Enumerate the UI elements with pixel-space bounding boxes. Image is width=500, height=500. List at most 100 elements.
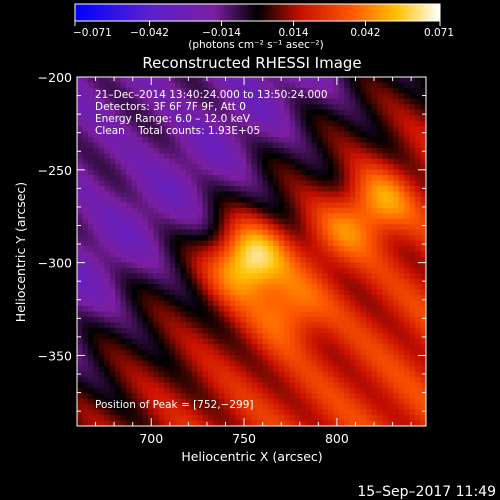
heatmap-cell [164,289,171,296]
heatmap-cell [77,120,83,127]
heatmap-cell [284,77,291,83]
heatmap-cell [131,87,138,94]
heatmap-cell [333,289,340,296]
heatmap-cell [382,164,389,171]
heatmap-cell [202,382,209,389]
heatmap-cell [256,142,263,149]
heatmap-cell [196,360,203,367]
heatmap-cell [126,126,132,132]
heatmap-cell [77,251,83,258]
heatmap-cell [256,202,263,209]
heatmap-cell [131,316,138,323]
heatmap-cell [415,273,421,280]
heatmap-cell [382,196,389,203]
heatmap-cell [175,235,182,241]
heatmap-cell [142,306,149,312]
heatmap-cell [289,295,296,301]
heatmap-cell [338,360,345,367]
heatmap-cell [338,229,345,236]
heatmap-cell [344,169,351,176]
heatmap-cell [382,404,389,411]
heatmap-cell [126,382,132,389]
heatmap-cell [142,316,149,323]
heatmap-cell [306,420,312,426]
heatmap-cell [316,360,323,367]
heatmap-cell [246,327,252,334]
heatmap-cell [169,316,176,323]
heatmap-cell [191,235,198,241]
heatmap-cell [306,267,312,274]
heatmap-cell [278,355,285,361]
heatmap-cell [366,322,372,329]
heatmap-cell [267,164,274,171]
heatmap-cell [344,295,351,301]
heatmap-cell [338,104,345,111]
heatmap-cell [398,273,405,280]
heatmap-cell [278,273,285,280]
heatmap-cell [284,387,291,394]
heatmap-cell [415,93,421,100]
heatmap-cell [338,147,345,154]
heatmap-cell [376,164,383,171]
heatmap-cell [207,246,214,252]
heatmap-cell [196,207,203,214]
heatmap-cell [344,316,351,323]
heatmap-cell [300,273,307,280]
heatmap-cell [333,262,340,269]
heatmap-cell [344,82,351,89]
heatmap-cell [136,327,143,334]
heatmap-cell [164,207,171,214]
heatmap-cell [376,98,383,105]
heatmap-cell [147,196,154,203]
heatmap-cell [262,393,269,400]
heatmap-cell [284,273,291,280]
heatmap-cell [202,344,209,351]
heatmap-cell [213,98,220,105]
heatmap-cell [120,218,127,225]
heatmap-cell [142,153,149,160]
heatmap-cell [136,284,143,291]
heatmap-cell [153,180,160,187]
heatmap-cell [240,153,247,160]
heatmap-cell [120,311,127,318]
heatmap-cell [349,104,356,111]
heatmap-cell [387,300,394,307]
heatmap-cell [360,355,367,361]
heatmap-cell [262,371,269,378]
heatmap-cell [355,344,361,351]
heatmap-cell [93,186,100,192]
heatmap-cell [175,191,182,198]
heatmap-cell [196,115,203,122]
heatmap-cell [251,420,258,426]
heatmap-cell [175,82,182,89]
heatmap-cell [229,289,236,296]
heatmap-cell [256,404,263,411]
heatmap-cell [415,371,421,378]
heatmap-cell [191,387,198,394]
heatmap-cell [393,251,400,258]
heatmap-cell [262,349,269,356]
colorbar: −0.071 −0.042 −0.014 0.014 0.042 0.071 (photo… [73,3,454,51]
heatmap-cell [256,104,263,111]
heatmap-cell [256,246,263,252]
heatmap-cell [306,371,312,378]
heatmap-cell [77,229,83,236]
heatmap-cell [420,207,426,214]
heatmap-cell [404,235,411,241]
heatmap-cell [202,306,209,312]
heatmap-cell [164,360,171,367]
heatmap-cell [267,376,274,383]
x-axis-label: Heliocentric X (arcsec) [181,449,322,464]
heatmap-cell [224,246,231,252]
heatmap-cell [98,338,105,345]
heatmap-cell [77,175,83,182]
heatmap-cell [311,158,318,165]
heatmap-cell [147,349,154,356]
heatmap-cell [229,109,236,116]
heatmap-cell [256,169,263,176]
heatmap-cell [415,376,421,383]
heatmap-cell [235,213,241,220]
heatmap-cell [333,409,340,416]
heatmap-cell [87,213,94,220]
heatmap-cell [246,333,252,340]
